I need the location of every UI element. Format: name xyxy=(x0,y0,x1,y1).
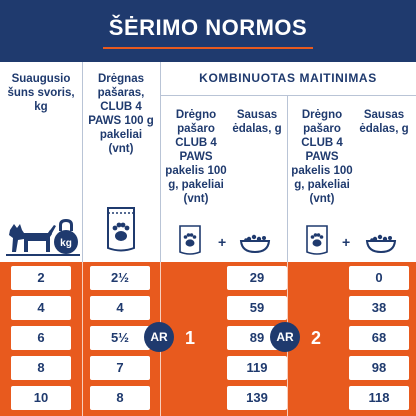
header-combo2-dry: Sausas ėdalas, g xyxy=(359,109,409,135)
kettlebell-kg-label: kg xyxy=(60,238,72,249)
cell-combo2-dry: 38 xyxy=(349,296,409,320)
plus-icon: + xyxy=(218,234,227,250)
cell-wet-pouches: 7 xyxy=(90,356,150,380)
column-separator xyxy=(82,62,83,262)
header-combo1-wet: Drėgno pašaro CLUB 4 PAWS pakelis 100 g,… xyxy=(165,109,227,205)
cell-combo2-dry: 0 xyxy=(349,266,409,290)
wet-food-pouch-icon xyxy=(306,225,328,255)
cell-combo2-dry: 98 xyxy=(349,356,409,380)
dog-kettlebell-icon: kg xyxy=(6,219,80,256)
plus-icon: + xyxy=(342,234,351,250)
cell-weight: 4 xyxy=(11,296,71,320)
cell-combo1-dry: 119 xyxy=(227,356,287,380)
dry-food-bowl-icon xyxy=(365,234,397,254)
cell-combo1-dry: 29 xyxy=(227,266,287,290)
option-number: 1 xyxy=(185,328,196,348)
cell-combo2-dry: 118 xyxy=(349,386,409,410)
wet-food-pouch-icon xyxy=(107,207,135,252)
cell-wet-pouches: 5½ xyxy=(90,326,150,350)
header-dog-weight: Suaugusio šuns svoris, kg xyxy=(7,73,75,113)
cell-wet-pouches: 8 xyxy=(90,386,150,410)
cell-weight: 8 xyxy=(11,356,71,380)
dry-food-bowl-icon xyxy=(239,234,271,254)
cell-wet-pouches: 2½ xyxy=(90,266,150,290)
cell-wet-pouches: 4 xyxy=(90,296,150,320)
option-number: 2 xyxy=(311,328,322,348)
column-separator xyxy=(287,95,288,262)
header-combined-feeding: KOMBINUOTAS MAITINIMAS xyxy=(199,71,377,85)
cell-weight: 10 xyxy=(11,386,71,410)
combined-header-rule xyxy=(160,95,416,96)
cell-combo1-dry: 139 xyxy=(227,386,287,410)
cell-combo1-dry: 59 xyxy=(227,296,287,320)
cell-combo2-dry: 68 xyxy=(349,326,409,350)
title-banner: ŠĖRIMO NORMOS xyxy=(0,0,416,62)
header-combo2-wet: Drėgno pašaro CLUB 4 PAWS pakelis 100 g,… xyxy=(291,109,353,205)
column-separator xyxy=(160,62,161,262)
column-divider xyxy=(82,262,83,416)
cell-weight: 6 xyxy=(11,326,71,350)
wet-food-pouch-icon xyxy=(179,225,201,255)
or-badge: AR xyxy=(270,322,300,352)
cell-weight: 2 xyxy=(11,266,71,290)
page-title: ŠĖRIMO NORMOS xyxy=(108,15,308,40)
title-underline xyxy=(103,47,313,49)
header-combo1-dry: Sausas ėdalas, g xyxy=(232,109,282,135)
header-wet-food-only: Drėgnas pašaras, CLUB 4 PAWS 100 g pakel… xyxy=(88,73,154,155)
or-badge: AR xyxy=(144,322,174,352)
